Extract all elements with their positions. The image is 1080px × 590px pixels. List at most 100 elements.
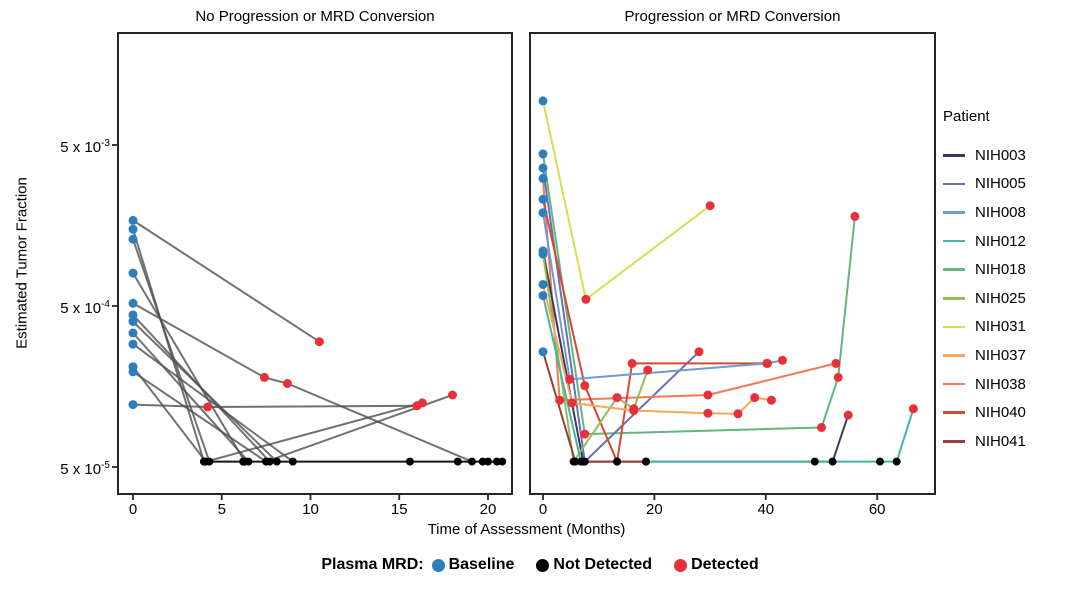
patient-legend-label: NIH038 bbox=[975, 375, 1026, 393]
data-point-detected bbox=[694, 347, 704, 357]
panel-border bbox=[117, 32, 513, 495]
series-line-NIH041 bbox=[542, 350, 647, 463]
series-line-NIH038 bbox=[542, 177, 837, 402]
patient-legend-label: NIH012 bbox=[975, 232, 1026, 250]
data-point-baseline bbox=[538, 280, 548, 289]
patient-color-swatch bbox=[943, 354, 965, 357]
data-point-baseline bbox=[538, 96, 548, 106]
series-line bbox=[132, 238, 211, 463]
mrd-legend-item-detected: Detected bbox=[674, 556, 759, 574]
data-point-detected bbox=[733, 409, 743, 419]
patient-color-swatch bbox=[943, 411, 965, 414]
facet-title-left: No Progression or MRD Conversion bbox=[195, 8, 435, 25]
x-tick-label: 15 bbox=[390, 501, 408, 518]
series-line-NIH008 bbox=[542, 211, 784, 381]
plasma-mrd-legend-title: Plasma MRD: bbox=[321, 556, 424, 573]
data-point-baseline bbox=[128, 367, 138, 377]
data-point-baseline bbox=[128, 328, 138, 338]
data-point-baseline bbox=[538, 347, 548, 357]
mrd-dot-icon bbox=[536, 558, 550, 572]
data-point-not-detected bbox=[453, 457, 462, 466]
series-line-NIH018 bbox=[542, 152, 856, 436]
patient-color-swatch bbox=[943, 382, 965, 386]
data-point-detected bbox=[831, 358, 841, 368]
data-point-not-detected bbox=[405, 457, 414, 466]
data-point-not-detected bbox=[262, 457, 271, 466]
data-point-baseline bbox=[128, 298, 138, 308]
mrd-dot-icon bbox=[431, 558, 445, 572]
data-point-not-detected bbox=[200, 457, 208, 466]
patient-legend-item-NIH005: NIH005 bbox=[943, 170, 1026, 199]
patient-legend-item-NIH041: NIH041 bbox=[943, 427, 1026, 456]
data-point-not-detected bbox=[876, 457, 884, 466]
series-line bbox=[132, 343, 294, 463]
series-line bbox=[132, 219, 321, 343]
data-point-baseline bbox=[128, 268, 138, 278]
data-point-detected bbox=[763, 358, 772, 368]
data-point-baseline bbox=[128, 317, 138, 327]
data-point-detected bbox=[448, 390, 457, 400]
data-point-detected bbox=[627, 358, 637, 368]
data-point-baseline bbox=[538, 208, 548, 218]
data-point-detected bbox=[750, 393, 760, 403]
patient-legend-item-NIH031: NIH031 bbox=[943, 313, 1026, 342]
series-line bbox=[132, 332, 250, 463]
mrd-legend-label: Not Detected bbox=[553, 556, 653, 573]
patient-legend-label: NIH018 bbox=[975, 261, 1026, 279]
data-point-detected bbox=[833, 372, 843, 382]
facet-title-right: Progression or MRD Conversion bbox=[624, 8, 841, 25]
patient-color-swatch bbox=[943, 211, 965, 214]
data-point-not-detected bbox=[468, 457, 476, 466]
data-point-baseline bbox=[538, 291, 548, 301]
x-tick-label: 40 bbox=[757, 501, 775, 518]
data-point-not-detected bbox=[272, 457, 281, 466]
data-point-detected bbox=[850, 211, 860, 221]
patient-legend-item-NIH037: NIH037 bbox=[943, 341, 1026, 370]
data-point-baseline bbox=[128, 310, 138, 320]
data-point-baseline bbox=[538, 163, 548, 173]
data-point-detected bbox=[581, 294, 591, 304]
data-point-not-detected bbox=[613, 457, 622, 466]
x-tick-label: 20 bbox=[646, 501, 663, 518]
data-point-detected bbox=[629, 406, 639, 416]
data-point-not-detected bbox=[828, 457, 837, 466]
patient-legend-item-NIH025: NIH025 bbox=[943, 284, 1026, 313]
patient-legend-label: NIH005 bbox=[975, 175, 1026, 193]
data-point-detected bbox=[565, 374, 575, 384]
patient-legend-items: NIH003 NIH005 NIH008 NIH012 NIH018 NIH025 NIH0… bbox=[943, 141, 1026, 456]
patient-color-swatch bbox=[943, 182, 965, 186]
patient-color-swatch bbox=[943, 296, 965, 300]
data-point-baseline bbox=[128, 234, 138, 244]
x-tick-label: 10 bbox=[302, 501, 319, 518]
x-tick-label: 0 bbox=[538, 501, 548, 518]
y-tick-label: 5 x 10-3 bbox=[60, 138, 110, 156]
data-point-detected bbox=[282, 379, 292, 388]
x-tick-label: 60 bbox=[868, 501, 886, 518]
patient-legend-label: NIH025 bbox=[975, 289, 1026, 307]
patient-color-swatch bbox=[943, 154, 965, 157]
patient-legend-item-NIH012: NIH012 bbox=[943, 227, 1026, 256]
patient-color-swatch bbox=[943, 325, 965, 329]
series-line-NIH031 bbox=[542, 99, 712, 301]
data-point-detected bbox=[705, 201, 715, 211]
x-tick-label: 0 bbox=[128, 501, 138, 518]
data-point-baseline bbox=[538, 249, 548, 259]
y-tick-label: 5 x 10-5 bbox=[60, 460, 110, 478]
data-point-detected bbox=[314, 337, 324, 347]
y-tick-label: 5 x 10-4 bbox=[60, 299, 110, 317]
data-point-detected bbox=[703, 390, 713, 400]
series-line bbox=[132, 272, 246, 463]
data-point-detected bbox=[203, 402, 213, 412]
mrd-legend-item-baseline: Baseline bbox=[431, 556, 515, 574]
data-point-baseline bbox=[538, 194, 548, 204]
data-point-not-detected bbox=[810, 457, 819, 466]
data-point-not-detected bbox=[239, 457, 248, 466]
data-point-not-detected bbox=[484, 457, 492, 466]
mrd-legend-item-not-detected: Not Detected bbox=[536, 556, 652, 574]
panel-border bbox=[529, 32, 936, 495]
patient-legend-label: NIH003 bbox=[975, 146, 1026, 164]
patient-legend-label: NIH037 bbox=[975, 346, 1026, 364]
x-tick-label: 5 bbox=[217, 501, 226, 518]
mrd-legend-label: Baseline bbox=[448, 556, 515, 573]
x-axis-label: Time of Assessment (Months) bbox=[427, 521, 626, 538]
